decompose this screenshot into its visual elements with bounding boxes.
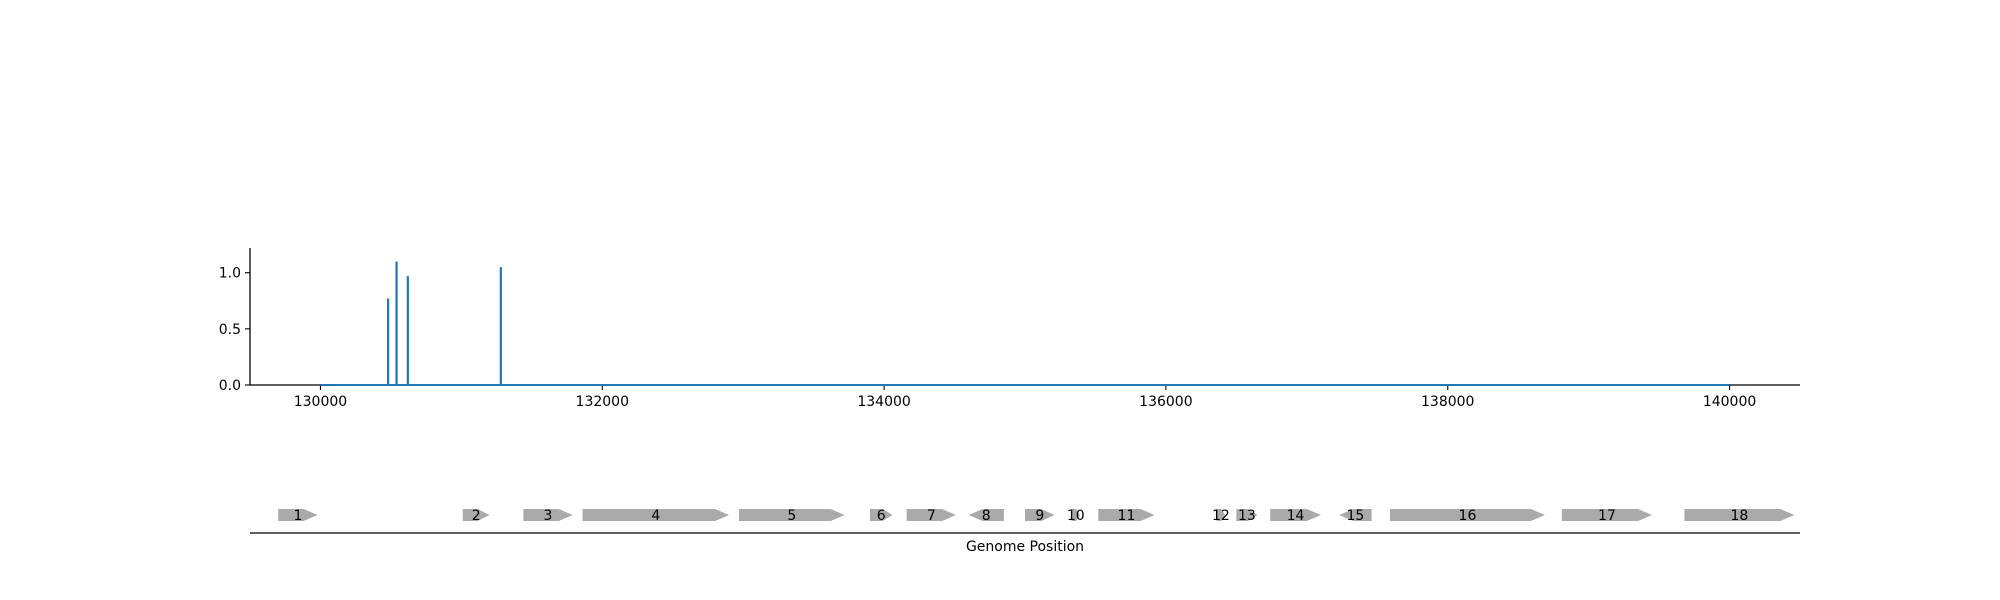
gene-arrow	[870, 509, 893, 521]
gene-arrow	[1025, 509, 1055, 521]
gene-label: 5	[787, 508, 796, 524]
gene-arrow	[1389, 509, 1545, 521]
gene-label: 3	[544, 508, 553, 524]
gene-arrow	[1339, 509, 1372, 521]
gene-label: 18	[1730, 508, 1748, 524]
gene-label: 12	[1212, 508, 1230, 524]
gene-arrow	[906, 509, 956, 521]
gene-label: 16	[1459, 508, 1477, 524]
gene-arrow	[1270, 509, 1321, 521]
gene-label: 4	[651, 508, 660, 524]
gene-label: 2	[472, 508, 481, 524]
x-tick-label: 130000	[294, 394, 347, 410]
gene-arrow	[462, 509, 490, 521]
gene-label: 7	[927, 508, 936, 524]
gene-arrow	[1098, 509, 1155, 521]
gene-label: 17	[1598, 508, 1616, 524]
gene-arrow	[968, 509, 1004, 521]
gene-arrow	[1071, 509, 1080, 521]
gene-arrow	[738, 509, 845, 521]
x-axis-label: Genome Position	[966, 539, 1084, 555]
y-tick-label: 1.0	[219, 266, 241, 282]
gene-arrow	[1684, 509, 1795, 521]
gene-label: 15	[1347, 508, 1365, 524]
gene-arrows: 1 2 3 4 5 6 7 8 9 10 11 12 13 14 15 16 17 18	[278, 508, 1795, 524]
gene-label: 10	[1067, 508, 1085, 524]
gene-label: 11	[1118, 508, 1136, 524]
gene-label: 8	[982, 508, 991, 524]
gene-label: 14	[1287, 508, 1305, 524]
x-tick-label: 140000	[1703, 394, 1756, 410]
x-tick-label: 136000	[1139, 394, 1192, 410]
gene-label: 6	[877, 508, 886, 524]
x-tick-label: 138000	[1421, 394, 1474, 410]
gene-arrow	[582, 509, 730, 521]
gene-map: 1 2 3 4 5 6 7 8 9 10 11 12 13 14 15 16 17 18 Genome Posit…	[250, 508, 1800, 555]
axis-ticks: 130000 132000 134000 136000 138000 140000 0.0 0…	[219, 266, 1757, 410]
gene-arrow	[1216, 509, 1226, 521]
y-tick-label: 0.5	[219, 322, 241, 338]
gene-label: 9	[1035, 508, 1044, 524]
coverage-series	[320, 261, 1730, 386]
x-tick-label: 134000	[857, 394, 910, 410]
y-tick-label: 0.0	[219, 378, 241, 394]
x-tick-label: 132000	[576, 394, 629, 410]
gene-arrow	[1236, 509, 1258, 521]
coverage-plot: 130000 132000 134000 136000 138000 140000 0.0 0…	[219, 248, 1800, 410]
gene-arrow	[278, 509, 318, 521]
gene-label: 1	[293, 508, 302, 524]
gene-label: 13	[1238, 508, 1256, 524]
gene-arrow	[1561, 509, 1653, 521]
gene-arrow	[523, 509, 573, 521]
